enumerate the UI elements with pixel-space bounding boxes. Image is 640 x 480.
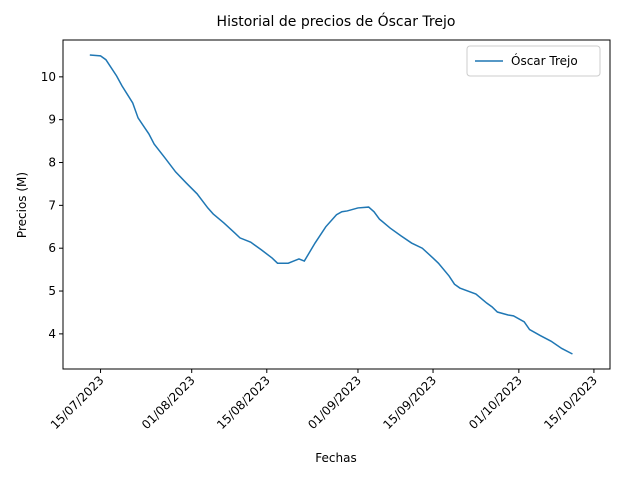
- y-tick-label: 5: [48, 284, 56, 298]
- y-tick-label: 7: [48, 198, 56, 212]
- line: [89, 54, 573, 355]
- x-tick-label: 01/10/2023: [466, 373, 525, 432]
- x-tick-label: 15/10/2023: [541, 373, 600, 432]
- x-tick-label: 15/08/2023: [214, 373, 273, 432]
- x-axis-label: Fechas: [315, 451, 356, 465]
- y-tick-label: 4: [48, 327, 56, 341]
- chart-title: Historial de precios de Óscar Trejo: [217, 12, 456, 30]
- y-tick-label: 6: [48, 241, 56, 255]
- y-axis-label: Precios (M): [15, 172, 29, 238]
- y-tick-label: 10: [41, 70, 56, 84]
- y-tick-label: 9: [48, 113, 56, 127]
- x-tick-label: 01/08/2023: [139, 373, 198, 432]
- x-tick-label: 15/09/2023: [380, 373, 439, 432]
- x-tick-label: 01/09/2023: [305, 373, 364, 432]
- y-tick-label: 8: [48, 156, 56, 170]
- x-tick-label: 15/07/2023: [48, 373, 107, 432]
- plot-frame: [62, 39, 611, 370]
- legend-box: [466, 45, 601, 77]
- legend-label: Óscar Trejo: [511, 53, 578, 68]
